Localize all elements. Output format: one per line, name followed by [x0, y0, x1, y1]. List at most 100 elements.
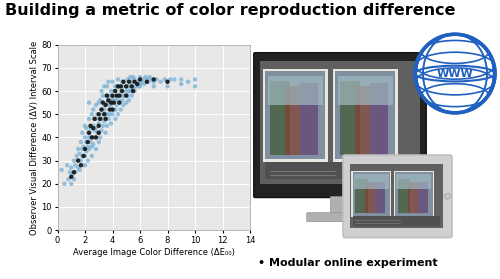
Bar [265, 162, 415, 179]
Bar [330, 196, 350, 216]
Bar [394, 170, 434, 217]
Point [81, 124, 89, 128]
Point [98, 107, 106, 112]
Point [134, 84, 142, 89]
Point [72, 170, 80, 174]
Point [100, 84, 108, 89]
Point [107, 100, 115, 105]
Point [100, 107, 108, 112]
Bar [268, 76, 322, 105]
Point [88, 145, 96, 149]
Point [81, 154, 89, 158]
Point [125, 80, 133, 84]
Point [86, 126, 94, 130]
Point [128, 84, 136, 89]
Point [177, 82, 185, 86]
Point [102, 117, 110, 121]
Point [66, 170, 74, 174]
Point [98, 117, 106, 121]
Point [88, 112, 96, 116]
Point [78, 131, 86, 135]
Point [92, 126, 100, 130]
Point [64, 177, 72, 181]
Bar [350, 164, 442, 228]
Point [122, 93, 130, 98]
Point [114, 77, 122, 82]
Point [132, 84, 140, 89]
Point [103, 100, 111, 105]
Point [89, 126, 97, 130]
Point [142, 75, 150, 79]
Point [125, 89, 133, 93]
Text: WWW: WWW [436, 69, 474, 79]
Point [86, 124, 94, 128]
Point [107, 121, 115, 126]
Point [111, 84, 120, 89]
Bar [375, 182, 385, 213]
Point [150, 77, 158, 82]
Bar [351, 170, 391, 217]
Point [63, 163, 71, 167]
Point [67, 165, 76, 170]
Point [144, 80, 152, 84]
Point [68, 172, 76, 177]
Point [122, 89, 130, 93]
Point [114, 112, 122, 116]
Point [112, 93, 120, 98]
Point [70, 170, 78, 174]
Point [110, 100, 118, 105]
Point [95, 131, 103, 135]
Point [191, 77, 199, 82]
Point [125, 98, 133, 103]
Point [103, 124, 111, 128]
Point [138, 80, 145, 84]
Point [85, 147, 93, 151]
Point [90, 117, 98, 121]
Point [177, 77, 185, 82]
Point [89, 142, 97, 146]
Point [116, 107, 125, 112]
Point [108, 80, 116, 84]
Point [95, 100, 103, 105]
Point [111, 107, 120, 112]
Point [164, 80, 172, 84]
Point [74, 158, 82, 163]
Bar [338, 76, 392, 105]
Point [122, 100, 130, 105]
Point [136, 75, 144, 79]
Bar [396, 174, 431, 189]
Point [156, 80, 164, 84]
Point [90, 117, 98, 121]
Point [88, 154, 96, 158]
Point [85, 135, 93, 140]
Bar [418, 182, 428, 213]
Point [84, 131, 92, 135]
Point [58, 168, 66, 172]
Point [128, 93, 136, 98]
Point [111, 89, 120, 93]
Point [143, 80, 151, 84]
Point [104, 98, 112, 103]
Point [100, 112, 108, 116]
Point [122, 84, 130, 89]
Point [77, 140, 85, 144]
Point [161, 77, 169, 82]
Point [130, 80, 138, 84]
Point [67, 175, 76, 179]
Point [77, 163, 85, 167]
Point [114, 84, 122, 89]
Point [104, 80, 112, 84]
Point [102, 112, 110, 116]
Point [95, 124, 103, 128]
Point [124, 77, 132, 82]
Point [84, 158, 92, 163]
Bar [408, 182, 418, 213]
Point [74, 147, 82, 151]
Point [89, 107, 97, 112]
Point [104, 117, 112, 121]
Y-axis label: Observer Visual Difference (ΔV) Interval Scale: Observer Visual Difference (ΔV) Interval… [30, 40, 38, 235]
Text: Building a metric of color reproduction difference: Building a metric of color reproduction … [5, 3, 456, 18]
Point [82, 126, 90, 130]
Circle shape [444, 193, 450, 199]
Point [76, 151, 84, 156]
